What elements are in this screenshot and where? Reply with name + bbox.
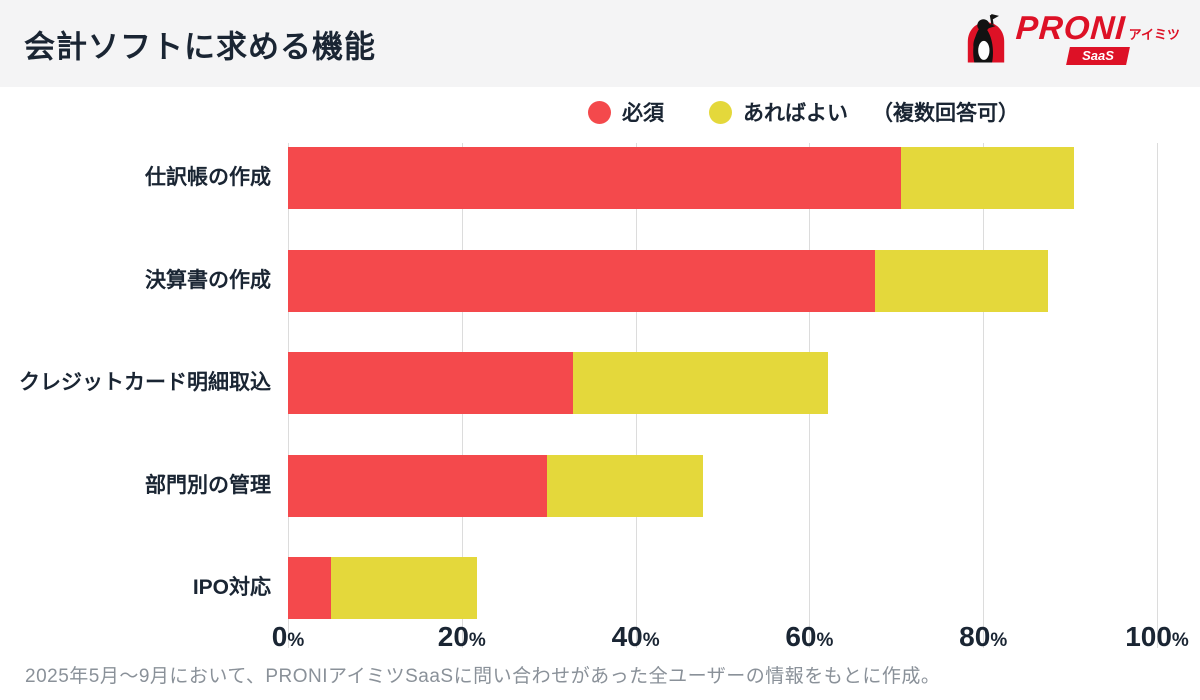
legend-label-required: 必須 xyxy=(622,102,664,125)
chart-legend: 必須 あればよい （複数回答可） xyxy=(588,97,1019,127)
logo-saas-badge: SaaS xyxy=(1066,47,1130,65)
source-note: 2025年5月〜9月において、PRONIアイミツSaaSに問い合わせがあった全ユ… xyxy=(25,666,941,687)
x-tick-label: 80% xyxy=(959,621,1008,652)
bar-row xyxy=(288,454,1157,517)
legend-item-required: 必須 xyxy=(588,97,664,127)
x-tick-label: 100% xyxy=(1125,621,1189,652)
bar-segment-required xyxy=(288,454,547,517)
category-label: 決算書の作成 xyxy=(145,268,271,292)
bar-segment-required xyxy=(288,147,901,209)
category-label: クレジットカード明細取込 xyxy=(19,371,271,394)
bar-row xyxy=(288,352,1157,414)
x-tick-label: 60% xyxy=(785,621,834,652)
bar-segment-optional xyxy=(546,454,704,517)
x-tick-label: 0% xyxy=(271,621,305,652)
logo-sub-text: アイミツ xyxy=(1128,27,1180,42)
bar-row xyxy=(288,557,1157,619)
bar-segment-optional xyxy=(874,249,1049,312)
gridline xyxy=(983,143,985,648)
bar-segment-required xyxy=(288,557,331,619)
bar-segment-optional xyxy=(900,147,1074,209)
legend-note: （複数回答可） xyxy=(872,102,1019,125)
bar-chart-plot-area: 0% 20% 40% 60% 80% 100% 仕訳帳の作成 決算書の作成クレジットカード明細… xyxy=(19,140,1189,652)
x-tick-label: 40% xyxy=(611,621,660,652)
header-bar: 会計ソフトに求める機能 PRONI アイミツ SaaS xyxy=(0,0,1200,87)
bar-segment-optional xyxy=(330,557,478,619)
bar-row xyxy=(288,249,1157,312)
gridline xyxy=(1157,143,1158,648)
bar-segment-required xyxy=(288,352,574,414)
legend-label-optional: あればよい xyxy=(743,102,848,125)
category-label: 仕訳帳の作成 xyxy=(145,166,271,189)
legend-item-optional: あればよい xyxy=(709,97,848,127)
bar-segment-required xyxy=(288,249,875,312)
category-label: IPO対応 xyxy=(192,576,271,599)
logo-wordmark: PRONI アイミツ SaaS xyxy=(1014,9,1180,65)
legend-dot-required-icon xyxy=(588,100,611,124)
page-title: 会計ソフトに求める機能 xyxy=(24,29,376,64)
category-label: 部門別の管理 xyxy=(145,473,271,497)
logo-brand-text: PRONI xyxy=(1014,9,1127,46)
bar-row xyxy=(288,147,1157,209)
proni-aimitsu-logo: PRONI アイミツ SaaS xyxy=(960,9,1180,76)
bar-segment-optional xyxy=(573,352,828,414)
penguin-logo-icon xyxy=(967,14,1005,63)
legend-dot-optional-icon xyxy=(709,100,732,124)
x-tick-label: 20% xyxy=(437,621,486,652)
